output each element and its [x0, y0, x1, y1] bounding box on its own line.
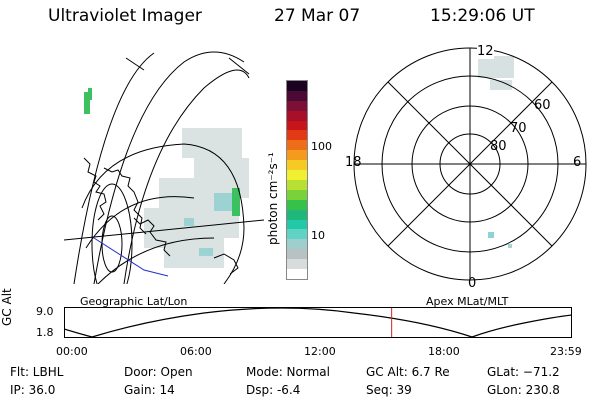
glat-info: GLat: −71.2 [487, 365, 560, 379]
orbit-altitude-plot [64, 307, 572, 338]
colorbar-swatch-3 [287, 239, 307, 250]
colorbar-swatch-6 [287, 209, 307, 220]
geo-map-label: Geographic Lat/Lon [80, 295, 188, 308]
orbit-ytick-low: 1.8 [36, 326, 54, 339]
colorbar-swatch-4 [287, 229, 307, 240]
colorbar-tick-100: 100 [311, 140, 332, 153]
orbit-xtick-1: 06:00 [180, 345, 212, 358]
mlt-label-12: 12 [477, 44, 494, 59]
colorbar-swatch-11 [287, 160, 307, 171]
orbit-xtick-3: 18:00 [428, 345, 460, 358]
colorbar-swatch-9 [287, 179, 307, 190]
colorbar-swatch-14 [287, 130, 307, 141]
seq-info: Seq: 39 [366, 383, 412, 397]
colorbar-label: photon cm⁻²s⁻¹ [266, 152, 280, 245]
mlat-label-60: 60 [534, 98, 551, 113]
geographic-map [64, 51, 264, 284]
colorbar-swatch-17 [287, 100, 307, 111]
date-label: 27 Mar 07 [274, 6, 361, 26]
orbit-xtick-0: 00:00 [56, 345, 88, 358]
colorbar-swatch-0 [287, 269, 307, 279]
auroral-emission-green [84, 88, 240, 216]
orbit-track [93, 237, 169, 277]
colorbar-swatch-5 [287, 219, 307, 230]
polar-plot [353, 47, 587, 281]
orbit-xtick-2: 12:00 [304, 345, 336, 358]
colorbar-tick-10: 10 [311, 229, 325, 242]
colorbar-swatch-15 [287, 120, 307, 131]
colorbar-swatch-18 [287, 90, 307, 101]
mlat-label-70: 70 [510, 121, 527, 136]
dsp-info: Dsp: -6.4 [246, 383, 301, 397]
mode-info: Mode: Normal [246, 365, 330, 379]
colorbar [286, 80, 308, 280]
orbit-altitude-curve [64, 307, 572, 338]
orbit-xtick-4: 23:59 [550, 345, 582, 358]
colorbar-swatch-7 [287, 199, 307, 210]
mlat-label-80: 80 [490, 139, 507, 154]
polar-plot-label: Apex MLat/MLT [426, 295, 509, 308]
mlt-label-0: 0 [468, 276, 477, 291]
filter-info: Flt: LBHL [10, 365, 64, 379]
glon-info: GLon: 230.8 [487, 383, 560, 397]
orbit-ylabel: GC Alt [0, 288, 14, 326]
mlt-label-18: 18 [345, 155, 362, 170]
colorbar-swatch-13 [287, 140, 307, 151]
gc-alt-info: GC Alt: 6.7 Re [366, 365, 450, 379]
orbit-ytick-high: 9.0 [36, 305, 54, 318]
colorbar-swatch-19 [287, 80, 307, 91]
colorbar-swatch-16 [287, 110, 307, 121]
mlt-label-6: 6 [573, 155, 582, 170]
time-label: 15:29:06 UT [430, 6, 535, 26]
colorbar-swatch-2 [287, 249, 307, 260]
colorbar-swatch-8 [287, 189, 307, 200]
colorbar-swatch-10 [287, 170, 307, 180]
colorbar-swatch-1 [287, 259, 307, 270]
ip-info: IP: 36.0 [10, 383, 56, 397]
door-info: Door: Open [124, 365, 193, 379]
instrument-title: Ultraviolet Imager [48, 6, 202, 26]
gain-info: Gain: 14 [124, 383, 175, 397]
colorbar-swatch-12 [287, 150, 307, 161]
